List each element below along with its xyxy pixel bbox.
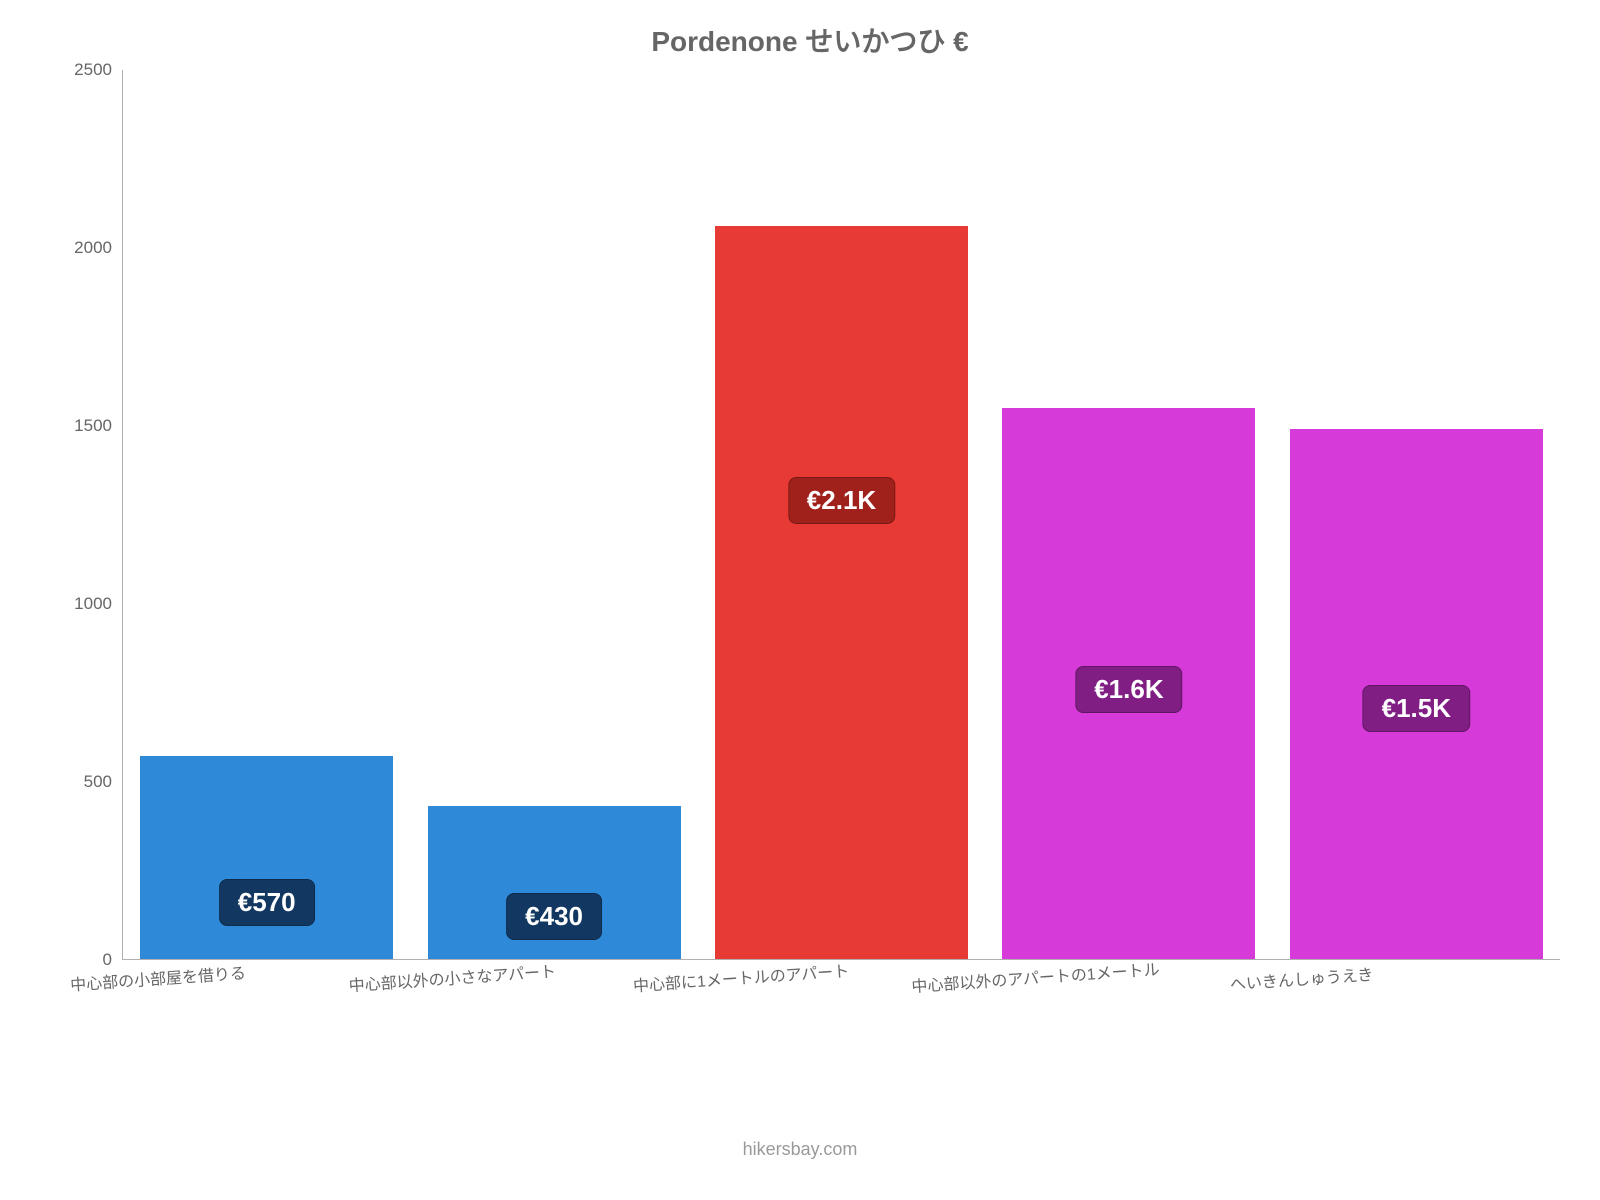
plot-region: 05001000150020002500 €570€430€2.1K€1.6K€…	[60, 70, 1560, 1020]
bar-slot: €1.6K	[985, 70, 1272, 959]
plot-area: €570 €430 €2.1K €1.6K €1.5K	[122, 70, 1560, 960]
x-label-slot: 中心部以外のアパートの1メートル	[985, 960, 1273, 1020]
bar: €1.6K	[1002, 408, 1255, 959]
bar: €570	[140, 756, 393, 959]
value-badge: €1.5K	[1363, 685, 1470, 732]
bar-slot: €1.5K	[1273, 70, 1560, 959]
y-tick-label: 1500	[62, 416, 112, 436]
y-tick-label: 2500	[62, 60, 112, 80]
value-badge: €430	[506, 893, 602, 940]
bar-slot: €570	[123, 70, 410, 959]
y-tick-label: 2000	[62, 238, 112, 258]
bar: €430	[428, 806, 681, 959]
chart-container: Pordenone せいかつひ € 0 500 1000 1500 2000 2500 €…	[60, 20, 1560, 1080]
value-badge: €1.6K	[1075, 666, 1182, 713]
y-tick-label: 0	[62, 950, 112, 970]
y-tick-label: 500	[62, 772, 112, 792]
x-label-slot: へいきんしゅうえき	[1272, 960, 1560, 1020]
y-tick-label: 1000	[62, 594, 112, 614]
value-badge: €570	[219, 879, 315, 926]
chart-title: Pordenone せいかつひ €	[60, 20, 1560, 60]
y-axis: 05001000150020002500	[60, 70, 122, 960]
bar-slot: €430	[410, 70, 697, 959]
credit-text: hikersbay.com	[0, 1139, 1600, 1160]
value-badge: €2.1K	[788, 477, 895, 524]
bar-group: €570 €430 €2.1K €1.6K €1.5K	[123, 70, 1560, 959]
bar: €1.5K	[1290, 429, 1543, 959]
x-axis-labels: 中心部の小部屋を借りる中心部以外の小さなアパート中心部に1メートルのアパート中心…	[122, 960, 1560, 1020]
bar-slot: €2.1K	[698, 70, 985, 959]
bar: €2.1K	[715, 226, 968, 959]
